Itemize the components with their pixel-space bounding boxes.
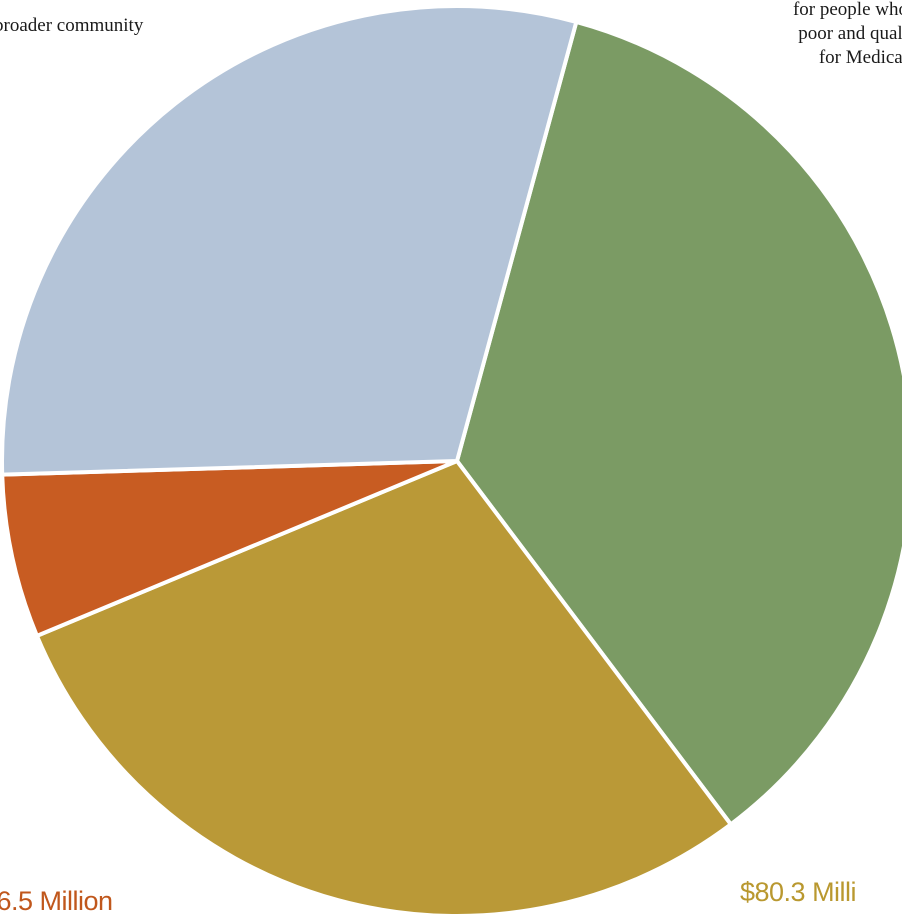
value-label-left: 16.5 Million: [0, 886, 113, 916]
annotation-right-line: poor and quali: [798, 23, 902, 44]
pie-slice-4: [0, 4, 579, 477]
annotation-left: broader community: [0, 14, 143, 38]
annotation-left-line: broader community: [0, 15, 144, 36]
pie-slice-3: [0, 459, 459, 638]
pie-slice-1: [455, 19, 902, 827]
annotation-right: for people who poor and quali for Medica…: [793, 0, 902, 70]
value-label-right: $80.3 Milli: [740, 877, 857, 907]
pie-slice-2: [34, 459, 733, 915]
annotation-right-line: for Medicai: [818, 47, 902, 68]
annotation-right-line: for people who: [792, 0, 902, 20]
